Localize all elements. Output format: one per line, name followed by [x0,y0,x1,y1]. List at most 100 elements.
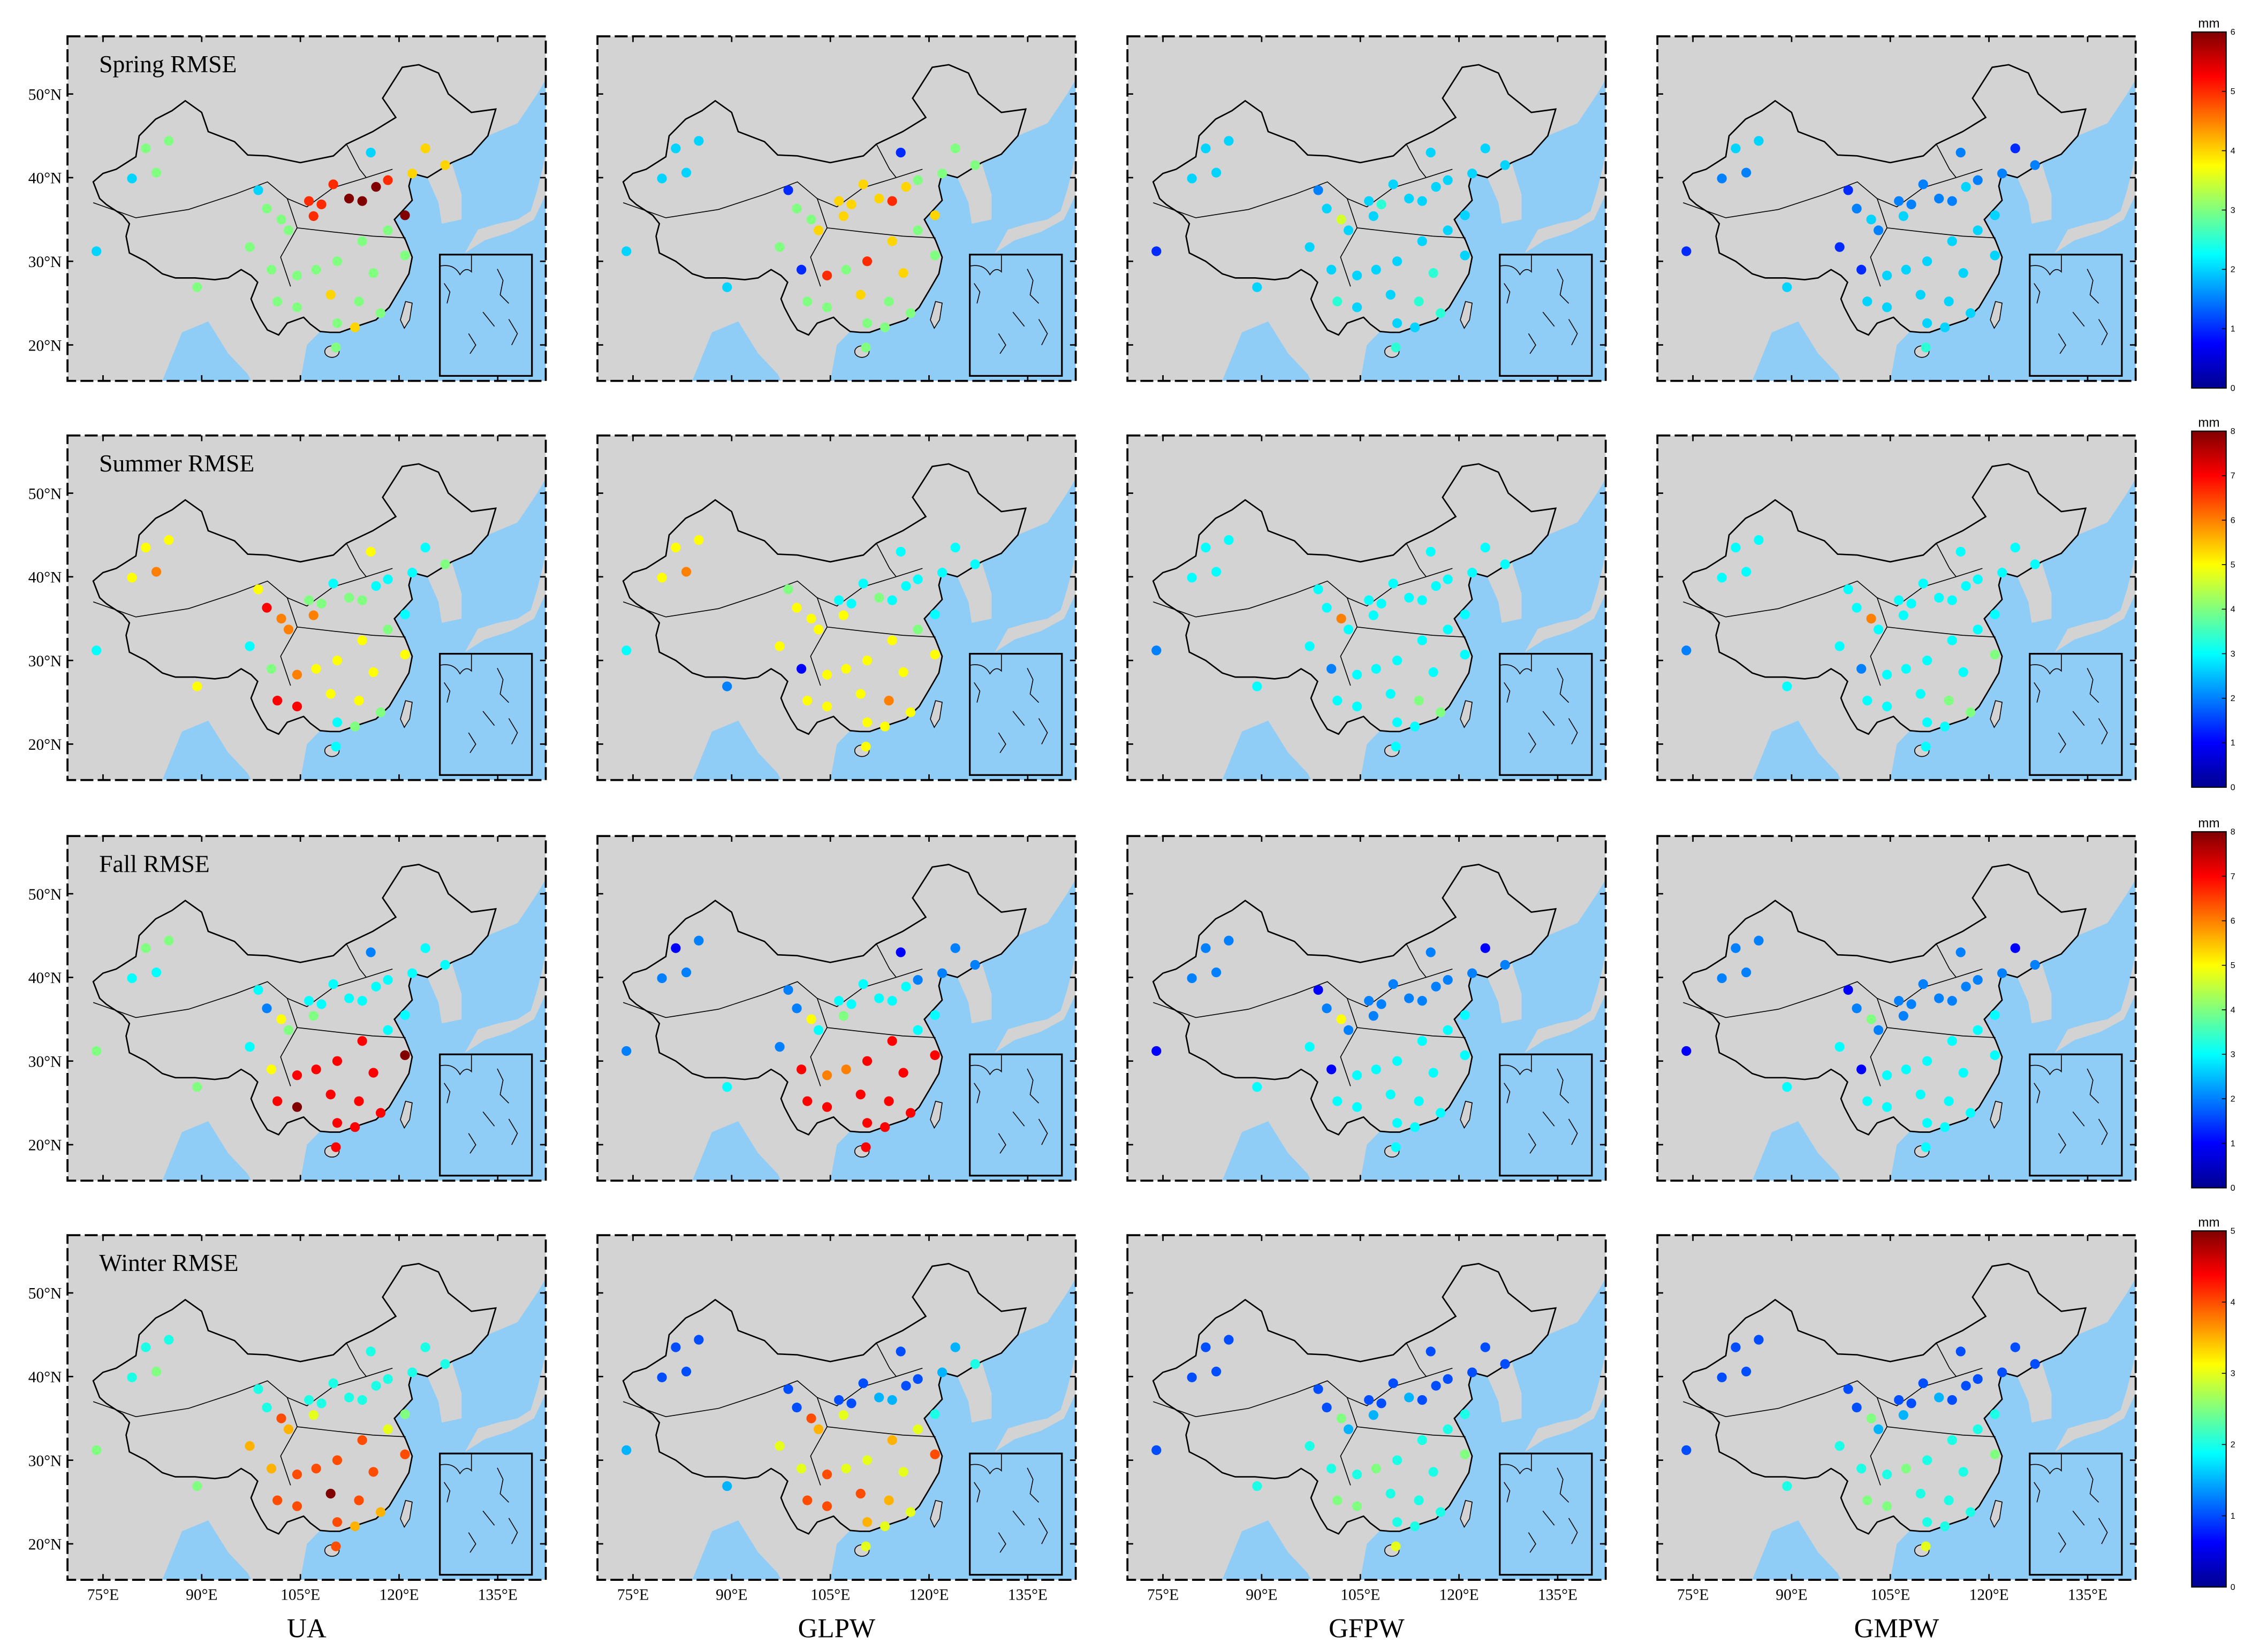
station [344,993,354,1003]
station [1874,1424,1884,1434]
station [316,199,327,210]
station [937,1367,947,1377]
station [354,1495,364,1505]
station [694,935,704,946]
station [1898,610,1908,620]
island [465,1351,546,1452]
x-tick-label: 90°E [1246,1587,1277,1604]
station [292,1070,302,1080]
station [1391,1142,1401,1152]
colorbar-tick-label: 1 [2231,324,2235,334]
station [694,136,704,146]
station [1906,199,1916,210]
station [822,270,832,280]
station [1425,947,1436,957]
region-boundary [1340,1397,1358,1486]
station [1500,160,1510,170]
station [350,1122,360,1132]
station [1326,664,1337,674]
station [887,1435,897,1445]
station [874,1392,884,1403]
region-boundary [810,1397,828,1486]
sea [1752,720,1841,780]
colorbar-tick-label: 0 [2231,384,2235,393]
station [383,1374,393,1384]
station [325,689,336,699]
region-boundary [1152,968,1453,1018]
station [838,211,848,221]
station [1326,1464,1337,1474]
station [1392,318,1402,329]
station [1973,625,1983,635]
station [862,1118,873,1128]
station [1417,196,1427,206]
station [1352,1070,1362,1080]
station [371,1381,381,1391]
station [1368,1011,1378,1021]
station [880,322,890,332]
station [1201,543,1211,553]
station [722,681,732,691]
station [887,996,897,1006]
station [862,1455,873,1465]
colorbar-tick-label: 3 [2231,1049,2235,1059]
region-boundary [1357,227,1466,239]
region-boundary [1357,1027,1466,1038]
region-boundary [1406,543,1427,577]
station [858,578,868,589]
colorbar-unit: mm [2198,1215,2219,1230]
station [375,308,386,318]
station [901,1381,911,1391]
region-boundary [1887,626,1996,638]
colorbar [2191,831,2227,1189]
station [262,1003,272,1014]
y-tick-label: 40°N [28,970,62,987]
station [292,1102,302,1112]
station [1843,185,1853,195]
station [1866,1014,1876,1024]
station [292,669,302,680]
station [1934,993,1944,1003]
station [1918,979,1928,989]
station [1332,296,1343,307]
station [1955,546,1966,557]
station [1944,296,1954,307]
station [1856,1064,1867,1075]
station [880,1521,890,1532]
station [92,1046,102,1056]
country-outline [1682,1262,2087,1535]
station [332,1056,343,1066]
x-tick-label: 135°E [2068,1587,2107,1604]
station [1741,567,1751,577]
station [1322,203,1332,214]
station [1973,1374,1983,1384]
station [1717,573,1727,583]
station [775,641,785,651]
station [1947,1435,1957,1445]
inset-coast [2029,1054,2108,1154]
station [383,975,393,985]
station [272,296,283,307]
station [838,1410,848,1420]
station [328,979,338,989]
station [1404,993,1414,1003]
station [357,996,367,1006]
inset-coast [1499,1054,1578,1154]
station [671,543,681,553]
region-boundary [1936,1343,1957,1377]
station [1417,595,1427,605]
station [1947,595,1957,605]
region-boundary [876,943,897,978]
colorbar-tick-label: 5 [2231,560,2235,570]
island [465,952,546,1053]
station [858,1378,868,1388]
column-label: GLPW [798,1613,875,1643]
colorbar [2191,430,2227,788]
station [127,1372,137,1382]
frame [1656,835,2137,1182]
station [1915,290,1925,300]
station [1460,610,1470,620]
station [1201,1342,1211,1352]
station [1343,225,1354,235]
station [1940,322,1950,332]
